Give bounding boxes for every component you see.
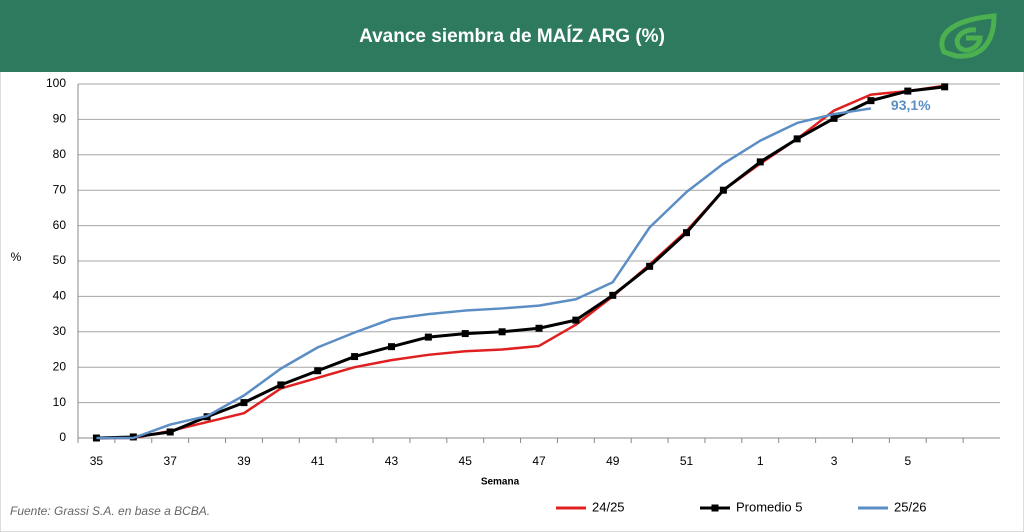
- point-marker: [941, 83, 949, 91]
- legend-label: 25/26: [894, 499, 927, 514]
- point-marker: [461, 330, 469, 338]
- point-marker: [646, 262, 654, 270]
- point-marker: [830, 114, 838, 122]
- legend-marker: [711, 504, 719, 512]
- point-marker: [572, 316, 580, 324]
- x-tick-label: 35: [90, 454, 104, 468]
- y-axis-label: %: [11, 250, 22, 264]
- y-tick-label: 90: [53, 112, 67, 126]
- chart-title: Avance siembra de MAÍZ ARG (%): [359, 25, 665, 47]
- x-tick-label: 3: [831, 454, 838, 468]
- x-tick-label: 45: [459, 454, 473, 468]
- source-note: Fuente: Grassi S.A. en base a BCBA.: [10, 504, 210, 518]
- x-tick-label: 49: [606, 454, 620, 468]
- point-marker: [756, 158, 764, 166]
- y-tick-label: 70: [53, 182, 67, 196]
- y-tick-label: 30: [53, 324, 67, 338]
- x-tick-label: 41: [311, 454, 325, 468]
- point-marker: [904, 87, 912, 95]
- point-marker: [277, 381, 285, 389]
- point-marker: [683, 229, 691, 237]
- point-marker: [314, 367, 322, 375]
- x-tick-label: 37: [164, 454, 178, 468]
- x-tick-label: 5: [904, 454, 911, 468]
- x-tick-label: 43: [385, 454, 399, 468]
- data-label: 93,1%: [891, 97, 931, 113]
- point-marker: [166, 428, 174, 436]
- x-tick-label: 1: [757, 454, 764, 468]
- x-axis-label: Semana: [481, 477, 520, 488]
- y-tick-label: 0: [59, 430, 66, 444]
- y-tick-label: 50: [53, 253, 67, 267]
- point-marker: [240, 399, 248, 407]
- logo: [939, 13, 997, 59]
- series-line: [96, 107, 872, 440]
- point-marker: [498, 328, 506, 336]
- y-tick-label: 60: [53, 218, 67, 232]
- legend-label: Promedio 5: [736, 499, 802, 514]
- y-tick-label: 20: [53, 359, 67, 373]
- series-line: [96, 85, 945, 440]
- y-tick-label: 80: [53, 147, 67, 161]
- point-marker: [719, 186, 727, 194]
- point-marker: [424, 333, 432, 341]
- x-tick-label: 51: [680, 454, 694, 468]
- y-tick-label: 10: [53, 395, 67, 409]
- y-tick-label: 40: [53, 289, 67, 303]
- point-marker: [793, 135, 801, 143]
- point-marker: [867, 97, 875, 105]
- x-tick-label: 39: [237, 454, 251, 468]
- point-marker: [535, 324, 543, 332]
- x-tick-label: 47: [532, 454, 546, 468]
- point-marker: [609, 291, 617, 299]
- y-tick-label: 100: [46, 76, 66, 90]
- point-marker: [387, 343, 395, 351]
- point-marker: [351, 353, 359, 361]
- legend-label: 24/25: [592, 499, 625, 514]
- title-bar: [0, 0, 1024, 72]
